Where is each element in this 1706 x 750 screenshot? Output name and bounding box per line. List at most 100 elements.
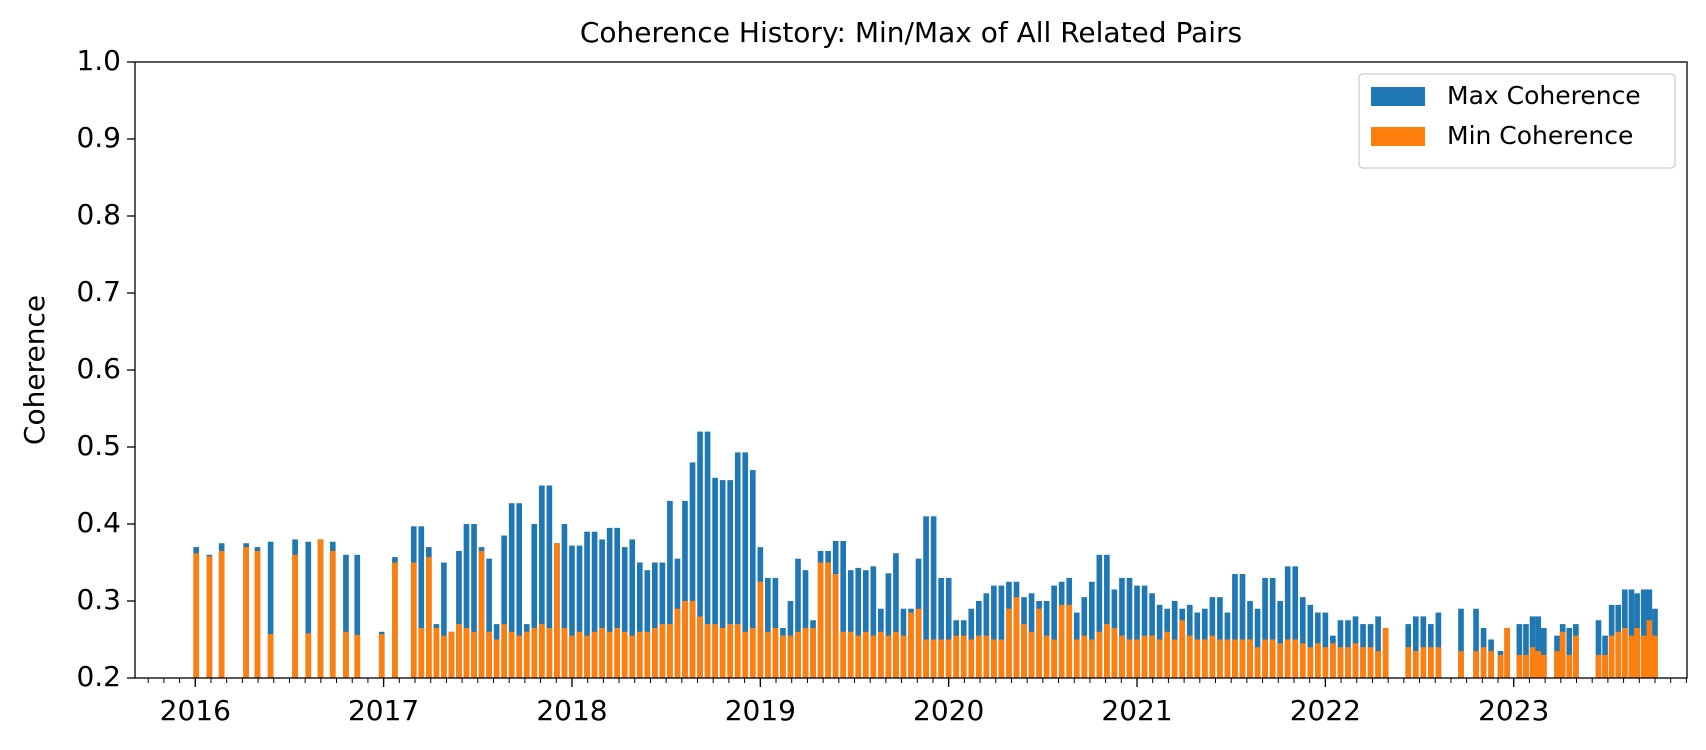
bar — [1628, 589, 1635, 678]
x-tick-label: 2023 — [1478, 694, 1549, 727]
bar — [689, 601, 696, 678]
bar — [1292, 566, 1299, 678]
bar — [795, 631, 801, 678]
bar — [629, 539, 636, 678]
bar — [486, 558, 492, 678]
bar — [1096, 631, 1103, 678]
bar — [1119, 635, 1125, 678]
bar — [254, 550, 261, 678]
bar — [1284, 566, 1291, 678]
bar — [1081, 635, 1088, 678]
bar — [1566, 627, 1573, 678]
bar — [1352, 643, 1359, 678]
bar — [523, 631, 530, 678]
legend: Max Coherence Min Coherence — [1358, 73, 1676, 169]
bar — [478, 550, 485, 678]
bar — [1186, 635, 1193, 678]
bar — [1058, 604, 1065, 678]
bar — [900, 635, 907, 678]
legend-swatch — [1371, 127, 1425, 146]
bar — [501, 535, 507, 678]
bar — [1134, 585, 1140, 678]
bar — [243, 547, 249, 678]
bar — [599, 539, 605, 678]
bar — [734, 452, 741, 678]
bar — [644, 570, 651, 678]
bar — [674, 608, 681, 678]
bar — [1559, 631, 1566, 678]
bar — [667, 500, 673, 678]
x-tick-label: 2017 — [348, 694, 419, 727]
bar — [441, 562, 447, 678]
bar — [267, 541, 274, 678]
bar — [682, 500, 688, 678]
bar — [983, 635, 990, 678]
bar — [1412, 651, 1419, 678]
bar — [1254, 647, 1261, 678]
bar — [832, 574, 839, 678]
x-tick-label: 2022 — [1290, 694, 1361, 727]
bar — [682, 601, 688, 678]
bar — [1322, 612, 1329, 678]
chart-title: Coherence History: Min/Max of All Relate… — [580, 16, 1242, 49]
bar — [539, 624, 545, 678]
bar — [1126, 639, 1133, 678]
bar — [305, 541, 312, 678]
bar — [1179, 620, 1186, 678]
bar — [1284, 639, 1291, 678]
legend-label: Max Coherence — [1447, 81, 1641, 110]
y-tick-label: 0.6 — [76, 352, 121, 385]
bar — [1529, 647, 1536, 678]
y-axis-label: Coherence — [18, 295, 51, 445]
x-tick-label: 2019 — [725, 694, 796, 727]
bar — [953, 635, 960, 678]
bar — [1504, 627, 1510, 678]
bar — [1307, 647, 1314, 678]
legend-box — [1358, 73, 1676, 169]
bar — [1435, 647, 1442, 678]
bar — [1516, 654, 1523, 678]
bar — [802, 627, 809, 678]
bar — [938, 639, 944, 678]
bar — [343, 554, 349, 678]
bar — [742, 452, 749, 678]
bar — [915, 608, 922, 678]
bar — [636, 562, 643, 678]
bar — [1043, 635, 1050, 678]
bar — [727, 480, 734, 678]
bar — [1066, 604, 1073, 678]
bar — [418, 627, 425, 678]
bar — [1523, 654, 1529, 678]
bar — [712, 477, 718, 678]
bar — [1535, 616, 1542, 678]
bar — [742, 631, 749, 678]
bar — [1330, 643, 1336, 678]
bar — [471, 524, 477, 678]
bar — [569, 545, 575, 678]
bar — [1315, 643, 1321, 678]
bar — [584, 531, 590, 678]
bar — [426, 557, 432, 678]
bar — [923, 639, 929, 678]
bar — [802, 570, 809, 678]
bar — [378, 634, 385, 678]
bar — [614, 627, 620, 678]
bar — [652, 627, 658, 678]
bar — [317, 539, 324, 678]
legend-label: Min Coherence — [1447, 121, 1633, 150]
bar — [908, 612, 914, 678]
bar — [998, 585, 1005, 678]
bar — [1021, 624, 1027, 678]
bar — [584, 635, 590, 678]
bar — [938, 577, 944, 678]
bar — [1141, 585, 1148, 678]
bar — [1156, 639, 1163, 678]
bar — [840, 631, 847, 678]
bar — [305, 633, 312, 678]
bar — [719, 480, 726, 678]
bar — [1134, 639, 1140, 678]
bar — [1473, 651, 1479, 678]
bar — [1360, 647, 1366, 678]
bar — [463, 524, 470, 678]
